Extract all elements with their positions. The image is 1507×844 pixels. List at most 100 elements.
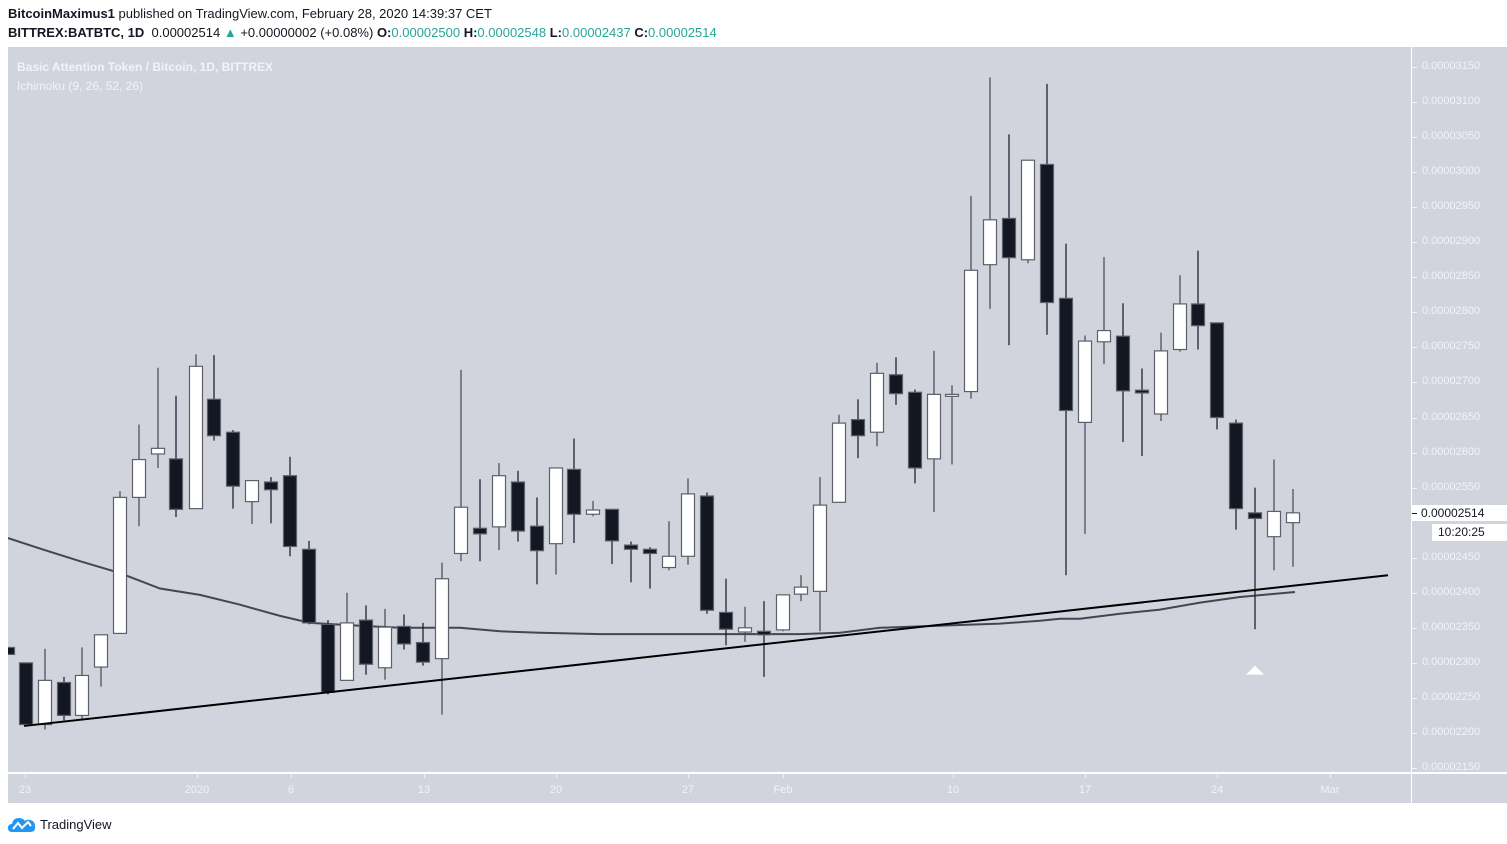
ascending-support-trendline[interactable] (23, 574, 1389, 727)
close-label: C: (634, 25, 649, 40)
bullish-candle[interactable] (453, 506, 469, 555)
bullish-candle[interactable] (1153, 350, 1169, 415)
bearish-candle[interactable] (604, 508, 620, 542)
bullish-candle[interactable] (339, 622, 355, 681)
bullish-candle[interactable] (812, 504, 828, 592)
author-name[interactable]: BitcoinMaximus1 (8, 6, 115, 21)
bearish-candle[interactable] (472, 527, 488, 535)
bearish-candle[interactable] (2, 646, 16, 656)
publisher-line: BitcoinMaximus1 published on TradingView… (8, 6, 492, 21)
bullish-candle[interactable] (548, 467, 564, 545)
bearish-candle[interactable] (56, 681, 72, 717)
time-tick (783, 774, 784, 778)
bullish-candle[interactable] (680, 493, 696, 557)
bearish-candle[interactable] (1134, 389, 1150, 394)
bullish-candle[interactable] (377, 626, 393, 669)
bullish-candle[interactable] (74, 674, 90, 717)
bearish-candle[interactable] (396, 625, 412, 645)
time-tick (197, 774, 198, 778)
bearish-candle[interactable] (168, 458, 184, 510)
bearish-candle[interactable] (642, 548, 658, 555)
bullish-candle[interactable] (93, 634, 109, 668)
bullish-candle[interactable] (737, 627, 753, 633)
bullish-candle[interactable] (112, 496, 128, 635)
bullish-candle[interactable] (1172, 303, 1188, 351)
close-value: 0.00002514 (648, 25, 717, 40)
bearish-candle[interactable] (510, 481, 526, 532)
bullish-candle[interactable] (944, 393, 960, 397)
time-tick (1085, 774, 1086, 778)
price-tick (1412, 347, 1417, 349)
bearish-candle[interactable] (415, 641, 431, 663)
bearish-candle[interactable] (301, 548, 317, 624)
bearish-candle[interactable] (225, 431, 241, 487)
bearish-candle[interactable] (850, 419, 866, 437)
bearish-candle[interactable] (263, 481, 279, 491)
bullish-candle[interactable] (1020, 159, 1036, 261)
bullish-candle[interactable] (37, 679, 53, 726)
bullish-candle[interactable] (869, 372, 885, 433)
axis-corner (1411, 773, 1507, 803)
time-tick (688, 774, 689, 778)
bearish-candle[interactable] (1209, 322, 1225, 419)
bearish-candle[interactable] (1039, 163, 1055, 304)
time-axis-label: 10 (946, 784, 960, 796)
bar-countdown-tag: 10:20:25 (1432, 524, 1507, 541)
bearish-candle[interactable] (907, 391, 923, 469)
bearish-candle[interactable] (699, 495, 715, 611)
price-tick (1412, 697, 1417, 699)
bullish-candle[interactable] (1266, 510, 1282, 538)
bullish-candle[interactable] (1077, 340, 1093, 424)
bearish-candle[interactable] (358, 619, 374, 665)
price-axis-label: 0.00002850 (1422, 270, 1481, 283)
price-axis[interactable] (1411, 47, 1507, 772)
bullish-candle[interactable] (831, 422, 847, 503)
bullish-candle[interactable] (982, 219, 998, 266)
bullish-candle[interactable] (491, 475, 507, 528)
bullish-candle[interactable] (434, 578, 450, 660)
price-axis-label: 0.00002600 (1422, 445, 1481, 458)
price-tick (1412, 452, 1417, 454)
bearish-candle[interactable] (756, 630, 772, 636)
price-tick (1412, 417, 1417, 419)
bearish-candle[interactable] (718, 611, 734, 630)
bearish-candle[interactable] (888, 374, 904, 395)
bearish-candle[interactable] (1228, 422, 1244, 510)
bullish-candle[interactable] (775, 594, 791, 631)
bearish-candle[interactable] (1001, 217, 1017, 259)
bearish-candle[interactable] (529, 525, 545, 552)
bearish-candle[interactable] (282, 475, 298, 548)
bullish-candle[interactable] (926, 393, 942, 460)
bullish-candle[interactable] (1285, 512, 1301, 524)
bearish-candle[interactable] (566, 468, 582, 515)
bearish-candle[interactable] (623, 544, 639, 550)
bullish-candle[interactable] (793, 586, 809, 595)
price-axis-label: 0.00002950 (1422, 200, 1481, 213)
bearish-candle[interactable] (18, 662, 34, 726)
bullish-candle[interactable] (131, 458, 147, 499)
price-change: +0.00000002 (+0.08%) (240, 25, 374, 40)
price-axis-label: 0.00002400 (1422, 585, 1481, 598)
time-axis[interactable] (8, 773, 1411, 803)
tradingview-footer[interactable]: TradingView (8, 814, 112, 834)
price-axis-label: 0.00002250 (1422, 690, 1481, 703)
triangle-up-marker-icon[interactable] (1246, 665, 1264, 675)
bullish-candle[interactable] (585, 509, 601, 515)
bullish-candle[interactable] (150, 447, 166, 455)
bearish-candle[interactable] (1247, 512, 1263, 520)
bullish-candle[interactable] (661, 555, 677, 569)
bearish-candle[interactable] (320, 623, 336, 693)
bearish-candle[interactable] (1058, 297, 1074, 412)
bullish-candle[interactable] (188, 365, 204, 510)
indicator-legend[interactable]: Ichimoku (9, 26, 52, 26) (17, 79, 144, 93)
bearish-candle[interactable] (1115, 335, 1131, 392)
published-text: published on TradingView.com, February 2… (114, 6, 492, 21)
bullish-candle[interactable] (1096, 329, 1112, 343)
bullish-candle[interactable] (244, 479, 260, 503)
price-tick (1412, 487, 1417, 489)
price-axis-label: 0.00003050 (1422, 130, 1481, 143)
bearish-candle[interactable] (1190, 303, 1206, 327)
bullish-candle[interactable] (963, 269, 979, 393)
price-tick (1412, 382, 1417, 384)
bearish-candle[interactable] (206, 398, 222, 437)
